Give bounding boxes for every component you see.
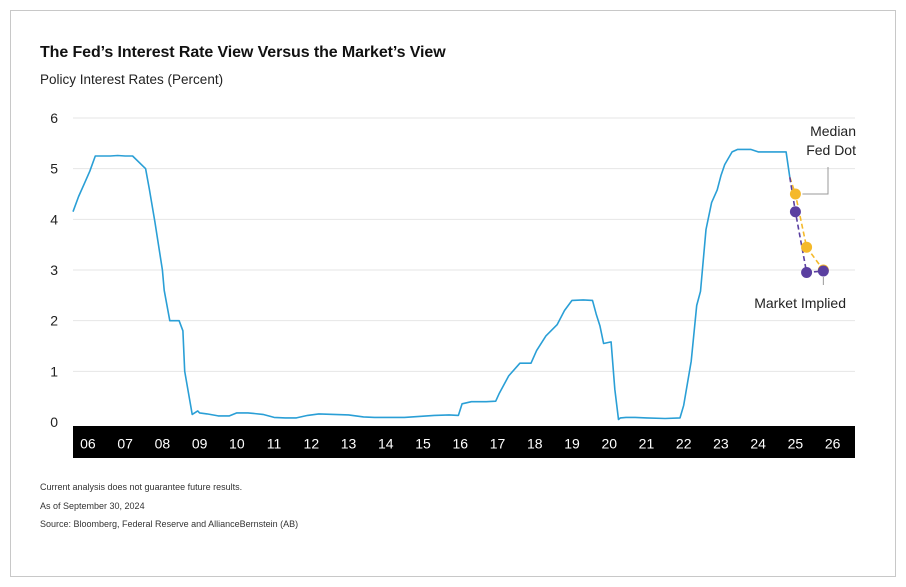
x-tick-label: 08: [155, 436, 171, 452]
fed-dot-marker: [801, 241, 813, 253]
market-implied-marker: [801, 267, 813, 279]
y-tick-label: 1: [50, 363, 58, 379]
market-implied-marker: [817, 265, 829, 277]
x-tick-label: 19: [564, 436, 580, 452]
annotation-median-fed-dot: Fed Dot: [806, 142, 856, 158]
y-tick-label: 4: [50, 211, 58, 227]
y-tick-label: 0: [50, 414, 58, 430]
x-tick-label: 24: [750, 436, 766, 452]
chart-title: The Fed’s Interest Rate View Versus the …: [40, 44, 446, 61]
x-tick-label: 14: [378, 436, 394, 452]
x-tick-label: 06: [80, 436, 96, 452]
annotations: Median Fed Dot Market Implied: [754, 123, 856, 311]
y-tick-label: 3: [50, 262, 58, 278]
footnote-date: As of September 30, 2024: [40, 500, 145, 511]
chart-card: [10, 10, 896, 577]
series-line-policy-rate: [72, 148, 791, 421]
x-tick-label: 12: [304, 436, 320, 452]
fed-dot-marker: [789, 188, 801, 200]
footnote-source: Source: Bloomberg, Federal Reserve and A…: [40, 519, 299, 529]
x-tick-label: 25: [788, 436, 804, 452]
annotation-median-fed-dot: Median: [810, 123, 856, 139]
fed-dot-leader-line: [802, 167, 829, 195]
x-axis-ticks: 06 07 08 09 10 11 12 13 14 15 16 17 18 19 20 21 22 23 24 25…: [80, 436, 841, 452]
footnotes: Current analysis does not guarantee futu…: [40, 478, 298, 534]
chart-subtitle: Policy Interest Rates (Percent): [40, 72, 224, 87]
series: [72, 148, 829, 421]
market-implied-marker: [789, 206, 801, 218]
y-axis-ticks: 0 1 2 3 4 5 6: [50, 110, 58, 430]
x-tick-label: 10: [229, 436, 245, 452]
x-tick-label: 20: [601, 436, 617, 452]
x-tick-label: 09: [192, 436, 208, 452]
footnote-disclaimer: Current analysis does not guarantee futu…: [40, 482, 243, 492]
x-tick-label: 15: [415, 436, 431, 452]
x-tick-label: 22: [676, 436, 692, 452]
x-tick-label: 13: [341, 436, 357, 452]
x-tick-label: 07: [117, 436, 133, 452]
x-tick-label: 16: [452, 436, 468, 452]
annotation-market-implied: Market Implied: [754, 295, 846, 311]
x-tick-label: 17: [490, 436, 506, 452]
x-tick-label: 21: [639, 436, 655, 452]
x-tick-label: 26: [825, 436, 841, 452]
y-tick-label: 6: [50, 110, 58, 126]
x-tick-label: 11: [267, 436, 282, 452]
x-axis-band: [73, 426, 855, 458]
series-line-median-fed-dot: [789, 177, 824, 271]
y-tick-label: 5: [50, 161, 58, 177]
x-tick-label: 23: [713, 436, 729, 452]
x-tick-label: 18: [527, 436, 543, 452]
grid-lines: [73, 117, 855, 372]
y-tick-label: 2: [50, 313, 58, 329]
